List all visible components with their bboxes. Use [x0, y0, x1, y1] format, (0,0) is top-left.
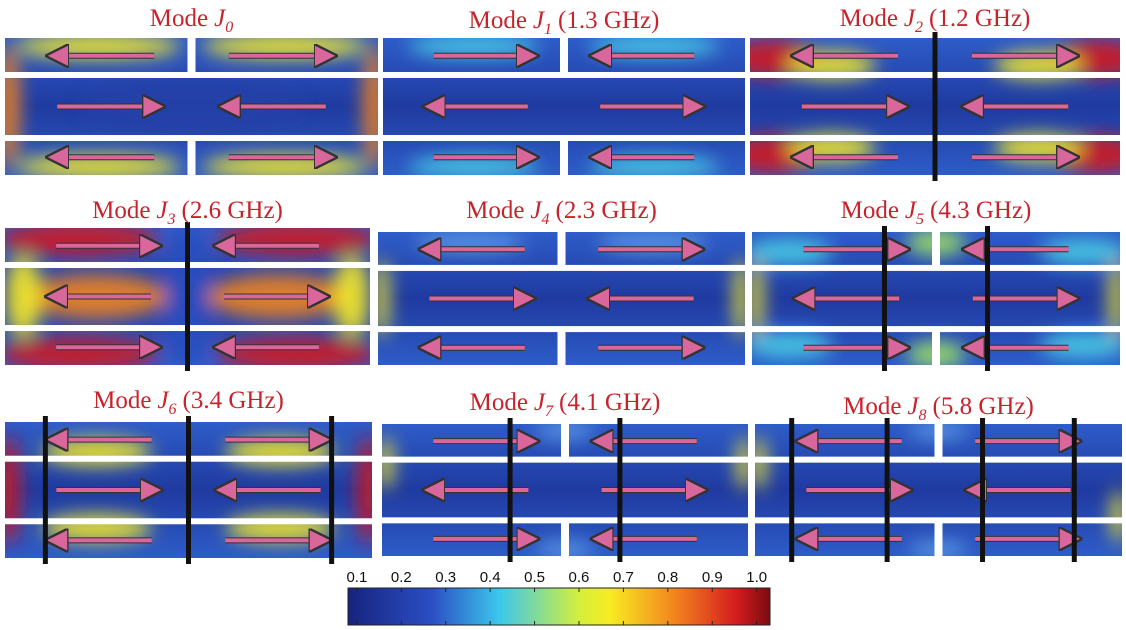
hot-spot [357, 436, 379, 545]
current-map [745, 229, 1126, 367]
mode-prefix: Mode [92, 197, 150, 224]
hot-spot [0, 338, 158, 371]
mode-index: 8 [919, 407, 927, 424]
mode-index: 1 [544, 21, 552, 38]
feed-gap [561, 523, 569, 556]
hot-spot [737, 437, 752, 490]
slot [383, 135, 745, 141]
slot [382, 457, 748, 463]
slot [752, 265, 1120, 271]
mode-title: ModeJ3(2.6 GHz) [92, 197, 283, 228]
colorbar-tick-label: 0.6 [569, 569, 590, 586]
slot [382, 517, 748, 523]
mode-frequency: (1.3 GHz) [558, 7, 659, 34]
feed-gap [558, 232, 566, 265]
colorbar-tick-label: 0.7 [613, 569, 634, 586]
mode-frequency: (1.2 GHz) [929, 5, 1030, 32]
mode-frequency: (4.1 GHz) [559, 389, 660, 416]
mode-prefix: Mode [469, 7, 527, 34]
colorbar-tick-label: 1.0 [746, 569, 767, 586]
slot [755, 457, 1122, 463]
colorbar-tick-label: 0.1 [346, 569, 367, 586]
feed-gap [188, 38, 196, 72]
mode-index: 3 [167, 211, 176, 228]
hot-spot [378, 437, 393, 490]
slot [5, 135, 378, 141]
feed-gap [932, 232, 940, 265]
mode-prefix: Mode [93, 387, 151, 414]
feed-gap [558, 332, 566, 365]
mode-prefix: Mode [843, 393, 901, 420]
mode-prefix: Mode [841, 197, 899, 224]
mode-panel [0, 34, 385, 179]
mode-frequency: (2.3 GHz) [556, 197, 657, 224]
colorbar-tick-label: 0.3 [435, 569, 456, 586]
mode-frequency: (2.6 GHz) [182, 197, 283, 224]
mode-panel [374, 232, 748, 365]
hot-spot [751, 437, 766, 490]
feed-gap [935, 523, 943, 556]
slot [378, 265, 745, 271]
mode-panel [728, 32, 1126, 181]
slot [752, 326, 1120, 332]
feed-gap [560, 141, 568, 175]
mode-prefix: Mode [150, 5, 208, 32]
mode-panel [383, 35, 745, 177]
hot-spot [1111, 490, 1126, 543]
hot-spot [363, 45, 385, 168]
slot [383, 72, 745, 78]
mode-prefix: Mode [466, 197, 524, 224]
mode-frequency: (4.3 GHz) [930, 197, 1031, 224]
colorbar-tick-label: 0.2 [391, 569, 412, 586]
mode-index: 5 [916, 211, 924, 228]
mode-prefix: Mode [840, 5, 898, 32]
mode-panel [378, 418, 751, 562]
colorbar-tick-label: 0.4 [480, 569, 501, 586]
mode-frequency: (5.8 GHz) [933, 393, 1034, 420]
feed-gap [932, 332, 940, 365]
colorbar-tick-label: 0.8 [657, 569, 678, 586]
mode-index: 4 [542, 211, 550, 228]
slot [755, 517, 1122, 523]
slot [378, 326, 745, 332]
mode-panel [0, 222, 377, 371]
feed-gap [935, 424, 943, 457]
colorbar-tick-label: 0.5 [524, 569, 545, 586]
feed-gap [188, 141, 196, 175]
colorbar-tick-label: 0.9 [702, 569, 723, 586]
feed-gap [560, 38, 568, 72]
hot-spot [0, 223, 158, 256]
slot [5, 72, 378, 78]
mode-panel [751, 418, 1125, 562]
mode-panel [745, 226, 1126, 371]
colorbar [348, 588, 770, 625]
mode-title: ModeJ2(1.2 GHz) [840, 5, 1031, 36]
feed-gap [561, 424, 569, 457]
mode-panel [0, 416, 379, 564]
mode-index: 0 [225, 19, 233, 36]
mode-prefix: Mode [470, 389, 528, 416]
mode-index: 6 [169, 401, 177, 418]
mode-frequency: (3.4 GHz) [183, 387, 284, 414]
mode-index: 2 [915, 19, 923, 36]
mode-title: ModeJ1(1.3 GHz) [469, 7, 660, 38]
mode-index: 7 [545, 403, 554, 420]
hot-spot [217, 338, 378, 371]
figure: ModeJ0ModeJ1(1.3 GHz)ModeJ2(1.2 GHz)Mode… [0, 0, 1126, 630]
hot-spot [217, 223, 378, 256]
